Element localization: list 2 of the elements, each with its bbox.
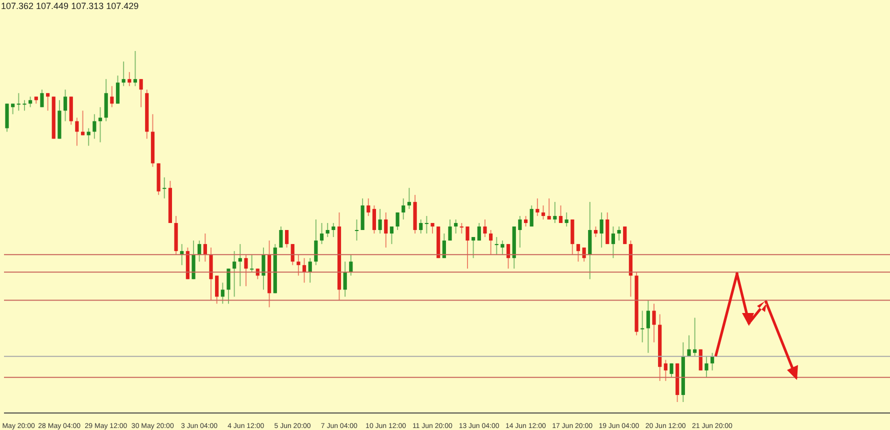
candlestick	[623, 226, 627, 245]
text: 107.362 107.449 107.313 107.429	[1, 1, 139, 11]
